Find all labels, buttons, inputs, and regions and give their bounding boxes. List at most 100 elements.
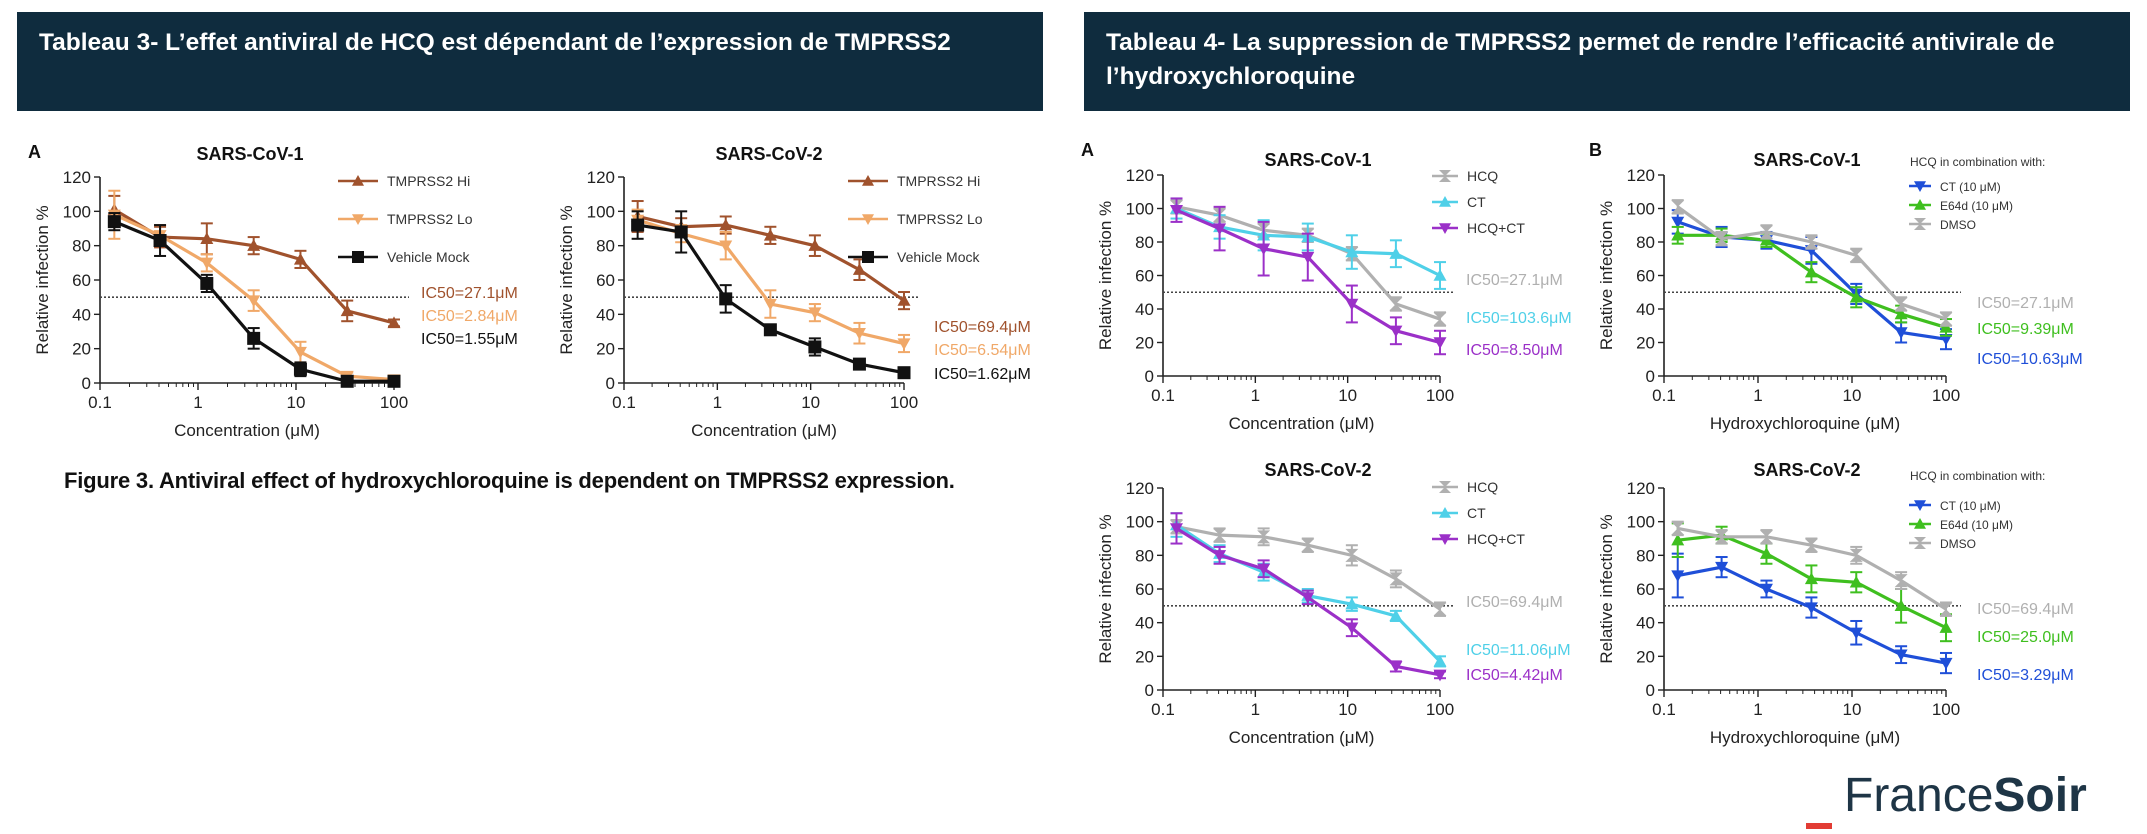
- ic50-label: IC50=69.4μM: [934, 319, 1031, 336]
- data-point: [1759, 583, 1773, 596]
- y-axis-label: Relative infection %: [1597, 514, 1616, 663]
- y-tick-label: 0: [1145, 367, 1154, 386]
- chart-panel-1: 0 20 40 60 80 100 120 0.1 1 10 100 Concentration (μ…: [28, 142, 518, 440]
- x-tick-label: 0.1: [1652, 386, 1676, 405]
- legend-label: TMPRSS2 Lo: [897, 211, 983, 227]
- y-tick-label: 80: [596, 237, 615, 256]
- legend-label: TMPRSS2 Lo: [387, 211, 473, 227]
- y-tick-label: 20: [1135, 334, 1154, 353]
- legend-label: E64d (10 μM): [1940, 518, 2013, 532]
- data-point: [1849, 548, 1863, 562]
- chart-panel-2: 0 20 40 60 80 100 120 0.1 1 10 100 Concentration (μ…: [557, 144, 1031, 440]
- data-point: [293, 346, 307, 359]
- data-point: [1345, 622, 1359, 635]
- data-point: [1939, 602, 1953, 616]
- data-point: [1939, 621, 1953, 633]
- ic50-label: IC50=1.55μM: [421, 331, 518, 348]
- ic50-label: IC50=69.4μM: [1466, 594, 1563, 611]
- legend-label: HCQ: [1467, 479, 1498, 495]
- data-point: [852, 357, 866, 371]
- legend-label: CT: [1467, 505, 1486, 521]
- banner-left-title: Tableau 3- L’effet antiviral de HCQ est …: [17, 12, 1043, 111]
- series-0: HCQ IC50=69.4μM: [1169, 479, 1563, 617]
- data-point: [1715, 530, 1729, 544]
- data-point: [1433, 602, 1447, 616]
- data-point: [1433, 337, 1447, 349]
- data-point: [897, 366, 911, 380]
- y-tick-label: 20: [1636, 647, 1655, 666]
- data-point: [1715, 232, 1729, 246]
- logo-accent-bar: [1806, 823, 1832, 829]
- x-tick-label: 100: [1426, 700, 1454, 719]
- y-tick-label: 100: [1126, 513, 1154, 532]
- data-point: [1169, 204, 1183, 217]
- y-tick-label: 0: [1646, 681, 1655, 700]
- data-point: [763, 323, 777, 337]
- data-point: [1804, 265, 1818, 278]
- x-tick-label: 10: [287, 393, 306, 412]
- data-point: [631, 218, 645, 232]
- x-axis-label: Concentration (μM): [1229, 414, 1375, 433]
- data-point: [340, 304, 354, 317]
- y-tick-label: 120: [63, 168, 91, 187]
- data-point: [1213, 550, 1227, 562]
- legend-label: CT: [1467, 194, 1486, 210]
- legend-label: HCQ+CT: [1467, 531, 1525, 547]
- data-point: [1894, 649, 1908, 662]
- data-point: [1804, 602, 1818, 615]
- series-0: CT (10 μM) IC50=10.63μM: [1671, 180, 2083, 368]
- data-point: [1671, 216, 1685, 229]
- ic50-label: IC50=103.6μM: [1466, 310, 1572, 327]
- data-point: [1804, 572, 1818, 585]
- legend-label: DMSO: [1940, 537, 1976, 551]
- y-tick-label: 40: [72, 305, 91, 324]
- series-1: E64d (10 μM) IC50=9.39μM: [1671, 199, 2074, 338]
- data-point: [763, 298, 777, 311]
- data-point: [1213, 528, 1227, 542]
- legend-swatch-marker: [352, 251, 364, 263]
- data-point: [1345, 245, 1359, 258]
- y-tick-label: 20: [596, 340, 615, 359]
- legend-swatch-marker: [1439, 507, 1451, 518]
- data-point: [1671, 570, 1685, 583]
- ic50-label: IC50=27.1μM: [1466, 272, 1563, 289]
- y-tick-label: 0: [606, 374, 615, 393]
- ic50-label: IC50=9.39μM: [1977, 321, 2074, 338]
- data-point: [340, 374, 354, 388]
- series-1: CT IC50=103.6μM: [1169, 194, 1572, 327]
- data-point: [1894, 574, 1908, 588]
- data-point: [1759, 530, 1773, 544]
- x-tick-label: 10: [1843, 700, 1862, 719]
- legend-swatch-marker: [862, 175, 874, 186]
- legend-swatch-marker: [862, 251, 874, 263]
- x-tick-label: 100: [1426, 386, 1454, 405]
- data-point: [200, 257, 214, 270]
- legend-swatch-marker: [1914, 500, 1926, 511]
- data-point: [1939, 657, 1953, 670]
- x-tick-label: 0.1: [1652, 700, 1676, 719]
- series-0: CT (10 μM) IC50=3.29μM: [1671, 499, 2074, 684]
- x-axis-label: Concentration (μM): [174, 421, 320, 440]
- legend-label: HCQ: [1467, 168, 1498, 184]
- y-tick-label: 20: [72, 340, 91, 359]
- y-tick-label: 60: [1135, 580, 1154, 599]
- data-point: [247, 295, 261, 308]
- y-tick-label: 80: [1135, 546, 1154, 565]
- data-point: [1257, 530, 1271, 544]
- y-axis-label: Relative infection %: [1096, 201, 1115, 350]
- ic50-label: IC50=11.06μM: [1466, 642, 1571, 659]
- x-tick-label: 10: [1843, 386, 1862, 405]
- legend-swatch-marker: [1439, 534, 1451, 545]
- data-point: [1301, 251, 1315, 264]
- legend-label: CT (10 μM): [1940, 499, 2001, 513]
- legend-swatch-marker: [1439, 223, 1451, 234]
- data-point: [1671, 533, 1685, 546]
- legend-title: HCQ in combination with:: [1910, 469, 2045, 483]
- data-point: [1389, 297, 1403, 311]
- x-tick-label: 10: [1338, 386, 1357, 405]
- x-tick-label: 100: [890, 393, 918, 412]
- series-2: HCQ+CT IC50=4.42μM: [1169, 512, 1563, 684]
- chart-panel-5: 0 20 40 60 80 100 120 0.1 1 10 100 Concentration (μ…: [1096, 460, 1571, 747]
- y-tick-label: 40: [1135, 614, 1154, 633]
